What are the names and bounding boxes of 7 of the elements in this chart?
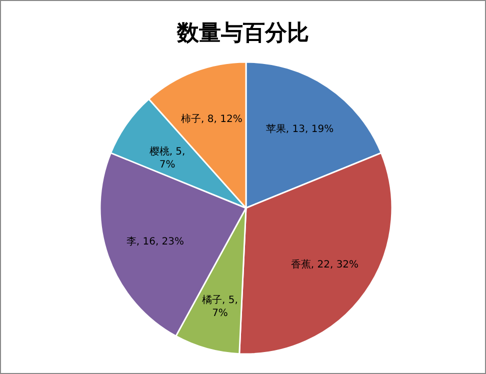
- slice-label: 橘子, 5, 7%: [202, 294, 238, 319]
- slice-label: 樱桃, 5, 7%: [149, 145, 186, 170]
- slice-label: 苹果, 13, 19%: [266, 123, 334, 136]
- slice-label: 柿子, 8, 12%: [181, 112, 242, 125]
- slice-label: 香蕉, 22, 32%: [290, 258, 359, 271]
- slice-label: 李, 16, 23%: [126, 235, 184, 248]
- chart-title: 数量与百分比: [176, 20, 309, 46]
